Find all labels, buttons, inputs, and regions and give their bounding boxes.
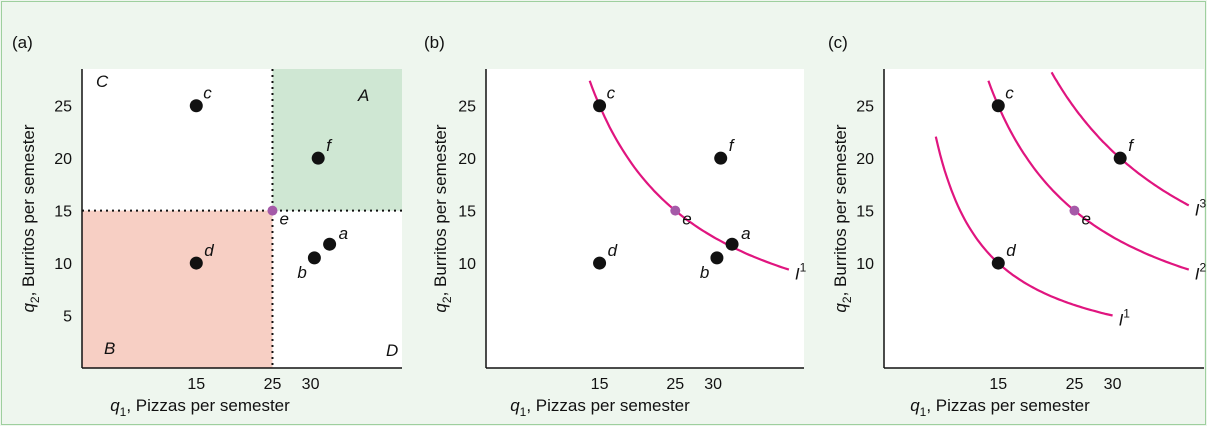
- point-d: [991, 256, 1005, 270]
- point-label-d: d: [608, 241, 618, 260]
- x-axis-label: q1, Pizzas per semester: [110, 396, 290, 419]
- y-tick-label: 15: [856, 204, 874, 221]
- region-label-B: B: [104, 339, 115, 358]
- x-tick-label: 15: [591, 376, 609, 393]
- point-label-a: a: [741, 224, 750, 243]
- point-e: [1069, 205, 1080, 216]
- x-axis-label: q1, Pizzas per semester: [910, 396, 1090, 419]
- point-label-e: e: [1081, 210, 1090, 229]
- panel-label: (a): [12, 33, 33, 52]
- y-tick-label: 20: [54, 151, 72, 168]
- panel-0: [81, 69, 402, 369]
- curve-label-2: I2: [1195, 261, 1207, 284]
- point-f: [311, 151, 325, 165]
- curve-label-1: I1: [1119, 307, 1131, 330]
- point-c: [189, 99, 203, 113]
- point-b: [307, 251, 321, 265]
- y-axis-label: q2, Burritos per semester: [431, 124, 454, 312]
- point-e: [267, 205, 278, 216]
- point-label-a: a: [339, 224, 348, 243]
- panel-label: (b): [424, 33, 445, 52]
- point-label-e: e: [279, 210, 288, 229]
- point-c: [593, 99, 607, 113]
- panel-1: [485, 69, 804, 369]
- x-axis-label: q1, Pizzas per semester: [510, 396, 690, 419]
- region-A: [272, 69, 402, 211]
- y-tick-label: 10: [54, 256, 72, 273]
- x-tick-label: 25: [264, 376, 282, 393]
- y-tick-label: 25: [54, 99, 72, 116]
- region-label-A: A: [357, 86, 369, 105]
- plot-area: [486, 69, 804, 368]
- point-label-c: c: [1005, 84, 1014, 103]
- point-label-f: f: [1128, 136, 1135, 155]
- point-label-c: c: [203, 84, 212, 103]
- y-tick-label: 25: [458, 99, 476, 116]
- y-tick-label: 15: [54, 204, 72, 221]
- y-tick-label: 15: [458, 204, 476, 221]
- y-tick-label: 10: [856, 256, 874, 273]
- y-axis-label: q2, Burritos per semester: [19, 124, 42, 312]
- point-f: [714, 151, 728, 165]
- x-tick-label: 15: [989, 376, 1007, 393]
- point-label-c: c: [607, 84, 616, 103]
- x-tick-label: 15: [187, 376, 205, 393]
- region-B: [82, 210, 273, 368]
- point-e: [670, 205, 681, 216]
- x-tick-label: 25: [666, 376, 684, 393]
- point-label-f: f: [729, 136, 736, 155]
- indifference-curve-1: [934, 136, 1113, 317]
- x-tick-label: 30: [302, 376, 320, 393]
- curve-label-3: I3: [1195, 196, 1207, 219]
- y-tick-label: 5: [63, 309, 72, 326]
- panel-2: [883, 69, 1204, 369]
- indifference-curve-1: [588, 80, 790, 271]
- point-a: [323, 237, 337, 251]
- x-tick-label: 30: [704, 376, 722, 393]
- point-d: [189, 256, 203, 270]
- point-d: [593, 256, 607, 270]
- point-a: [725, 237, 739, 251]
- point-f: [1113, 151, 1127, 165]
- plot-area: [884, 69, 1204, 368]
- region-label-C: C: [96, 72, 109, 91]
- point-label-d: d: [1006, 241, 1016, 260]
- y-tick-label: 10: [458, 256, 476, 273]
- point-label-b: b: [700, 263, 709, 282]
- point-b: [710, 251, 724, 265]
- region-label-D: D: [386, 341, 398, 360]
- curve-label-1: I1: [795, 261, 807, 284]
- point-c: [991, 99, 1005, 113]
- x-tick-label: 30: [1104, 376, 1122, 393]
- y-axis-label: q2, Burritos per semester: [831, 124, 854, 312]
- point-label-e: e: [682, 210, 691, 229]
- panel-label: (c): [828, 33, 848, 52]
- point-label-b: b: [297, 263, 306, 282]
- indifference-curve-2: [987, 80, 1190, 271]
- x-tick-label: 25: [1066, 376, 1084, 393]
- y-tick-label: 20: [856, 151, 874, 168]
- point-label-d: d: [204, 241, 214, 260]
- point-label-f: f: [326, 136, 333, 155]
- y-tick-label: 20: [458, 151, 476, 168]
- y-tick-label: 25: [856, 99, 874, 116]
